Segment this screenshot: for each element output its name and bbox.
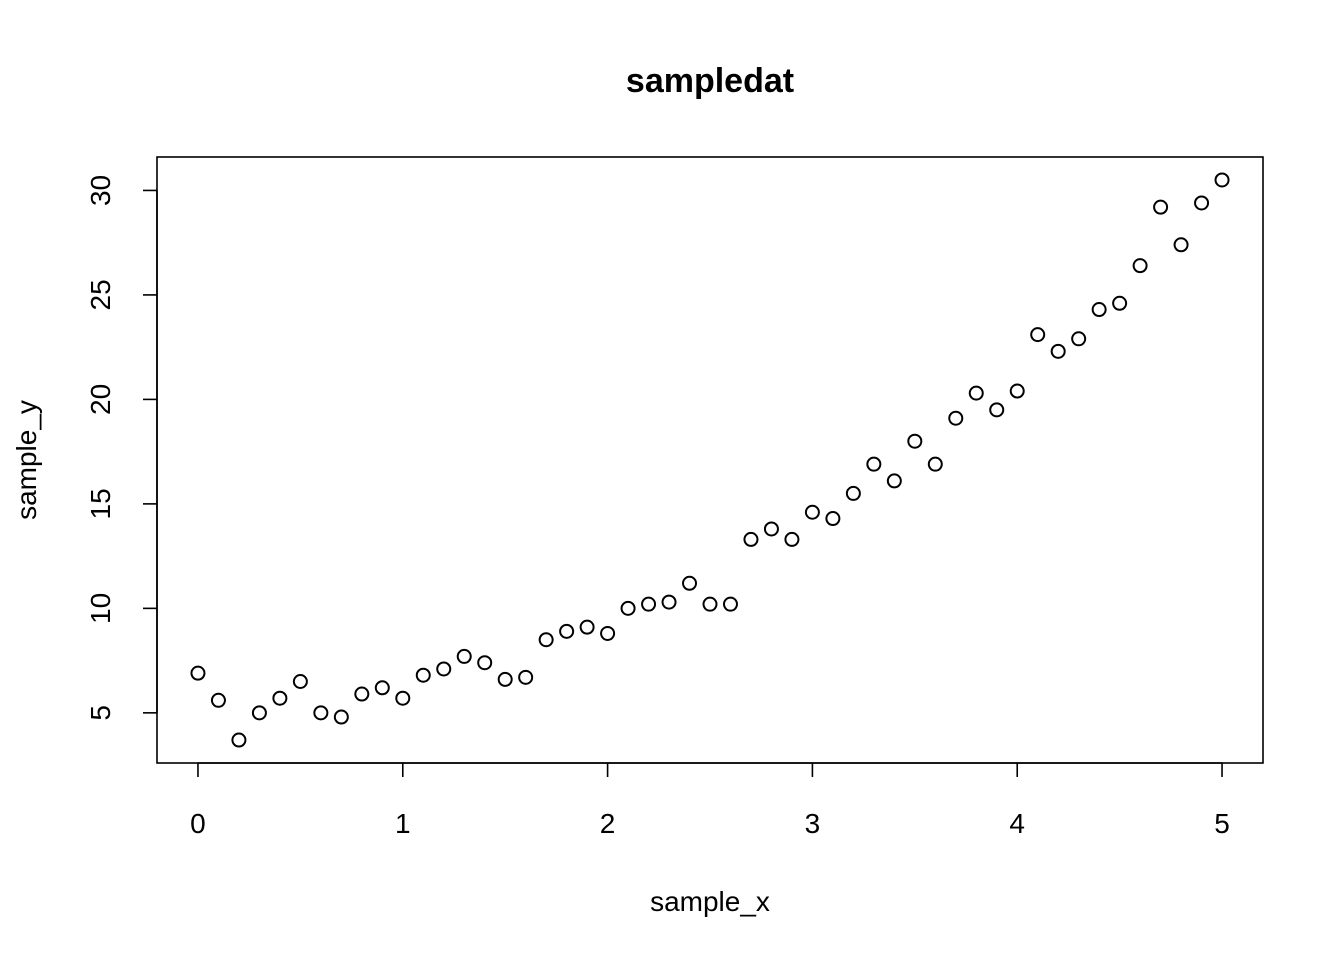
y-tick-label: 5 xyxy=(85,705,116,721)
data-point xyxy=(436,661,452,677)
data-point xyxy=(722,596,738,612)
data-point xyxy=(231,732,247,748)
data-point xyxy=(415,667,431,683)
data-point xyxy=(333,709,349,725)
data-point xyxy=(1071,331,1087,347)
data-point xyxy=(497,671,513,687)
y-tick-label: 15 xyxy=(85,488,116,519)
data-point xyxy=(313,705,329,721)
x-tick-label: 3 xyxy=(805,808,821,839)
y-tick-label: 25 xyxy=(85,279,116,310)
data-point xyxy=(1091,302,1107,318)
y-tick-label: 30 xyxy=(85,175,116,206)
data-point xyxy=(948,410,964,426)
data-point xyxy=(763,521,779,537)
data-point xyxy=(272,690,288,706)
x-axis-label: sample_x xyxy=(650,886,770,917)
data-point xyxy=(784,531,800,547)
data-point xyxy=(477,655,493,671)
data-point xyxy=(210,692,226,708)
data-point xyxy=(292,674,308,690)
data-point xyxy=(682,575,698,591)
x-axis: 0 1 2 3 4 5 xyxy=(190,762,1230,839)
x-tick-label: 2 xyxy=(600,808,616,839)
data-point xyxy=(743,531,759,547)
data-point xyxy=(251,705,267,721)
data-point xyxy=(600,625,616,641)
data-point xyxy=(1050,343,1066,359)
data-point xyxy=(1153,199,1169,215)
data-point xyxy=(579,619,595,635)
data-point xyxy=(190,665,206,681)
data-point xyxy=(374,680,390,696)
data-point xyxy=(1132,258,1148,274)
data-point xyxy=(1009,383,1025,399)
data-point xyxy=(804,504,820,520)
x-tick-label: 4 xyxy=(1009,808,1025,839)
x-tick-label: 0 xyxy=(190,808,206,839)
chart-title: sampledat xyxy=(626,62,794,100)
x-tick-label: 1 xyxy=(395,808,411,839)
data-point xyxy=(641,596,657,612)
data-point xyxy=(354,686,370,702)
data-point xyxy=(845,485,861,501)
data-point xyxy=(661,594,677,610)
data-point xyxy=(620,600,636,616)
data-point xyxy=(559,623,575,639)
data-point xyxy=(1112,295,1128,311)
data-point xyxy=(886,473,902,489)
y-tick-label: 20 xyxy=(85,384,116,415)
data-point xyxy=(968,385,984,401)
data-point xyxy=(866,456,882,472)
y-axis: 5 10 15 20 25 30 xyxy=(85,175,158,721)
data-point xyxy=(1173,237,1189,253)
plot-area-box xyxy=(156,156,1264,764)
data-point xyxy=(989,402,1005,418)
data-point xyxy=(927,456,943,472)
y-tick-label: 10 xyxy=(85,593,116,624)
data-point xyxy=(825,511,841,527)
y-axis-label: sample_y xyxy=(11,400,42,520)
data-point xyxy=(1194,195,1210,211)
data-point xyxy=(1030,327,1046,343)
data-point xyxy=(456,648,472,664)
data-point xyxy=(518,669,534,685)
data-point xyxy=(702,596,718,612)
data-point xyxy=(538,632,554,648)
x-tick-label: 5 xyxy=(1214,808,1230,839)
data-points xyxy=(190,172,1230,748)
data-point xyxy=(1214,172,1230,188)
data-point xyxy=(907,433,923,449)
data-point xyxy=(395,690,411,706)
